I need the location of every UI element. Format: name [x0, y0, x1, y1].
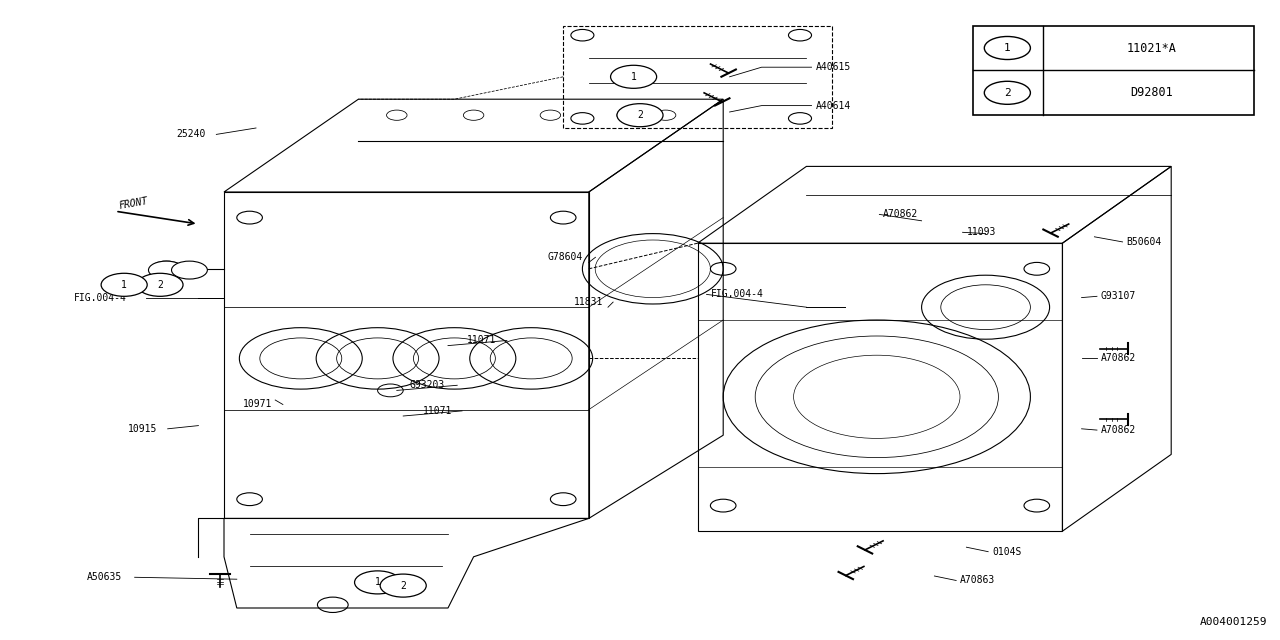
Text: 11021*A: 11021*A: [1128, 42, 1176, 54]
Circle shape: [137, 273, 183, 296]
Text: 2: 2: [157, 280, 163, 290]
Text: B50604: B50604: [1126, 237, 1162, 247]
Text: 25240: 25240: [177, 129, 206, 140]
Circle shape: [172, 261, 207, 279]
Circle shape: [611, 65, 657, 88]
Text: 2: 2: [401, 580, 406, 591]
Circle shape: [148, 261, 184, 279]
Text: 11071: 11071: [467, 335, 497, 346]
Text: 1: 1: [1004, 43, 1011, 53]
Text: A70863: A70863: [960, 575, 996, 586]
Text: D92801: D92801: [1130, 86, 1174, 99]
Text: A70862: A70862: [883, 209, 919, 220]
Text: A70862: A70862: [1101, 353, 1137, 364]
Text: 10915: 10915: [128, 424, 157, 434]
Text: G78604: G78604: [548, 252, 584, 262]
Text: 11071: 11071: [422, 406, 452, 416]
Text: A40614: A40614: [815, 100, 851, 111]
Text: FIG.004-4: FIG.004-4: [710, 289, 763, 300]
Text: A40615: A40615: [815, 62, 851, 72]
Text: FRONT: FRONT: [118, 196, 148, 211]
Circle shape: [355, 571, 401, 594]
Circle shape: [617, 104, 663, 127]
Text: G93107: G93107: [1101, 291, 1137, 301]
Circle shape: [101, 273, 147, 296]
Text: G93203: G93203: [410, 380, 445, 390]
Text: 2: 2: [1004, 88, 1011, 98]
Text: 2: 2: [637, 110, 643, 120]
Text: 10971: 10971: [243, 399, 273, 410]
Bar: [973, 26, 1254, 115]
Text: 0104S: 0104S: [992, 547, 1021, 557]
Text: 11831: 11831: [573, 297, 603, 307]
Circle shape: [380, 574, 426, 597]
Text: A004001259: A004001259: [1199, 617, 1267, 627]
Text: 11093: 11093: [966, 227, 996, 237]
Text: A70862: A70862: [1101, 425, 1137, 435]
Text: 1: 1: [122, 280, 127, 290]
Text: FIG.004-4: FIG.004-4: [74, 292, 127, 303]
Text: 1: 1: [375, 577, 380, 588]
Text: 1: 1: [631, 72, 636, 82]
Text: A50635: A50635: [87, 572, 123, 582]
